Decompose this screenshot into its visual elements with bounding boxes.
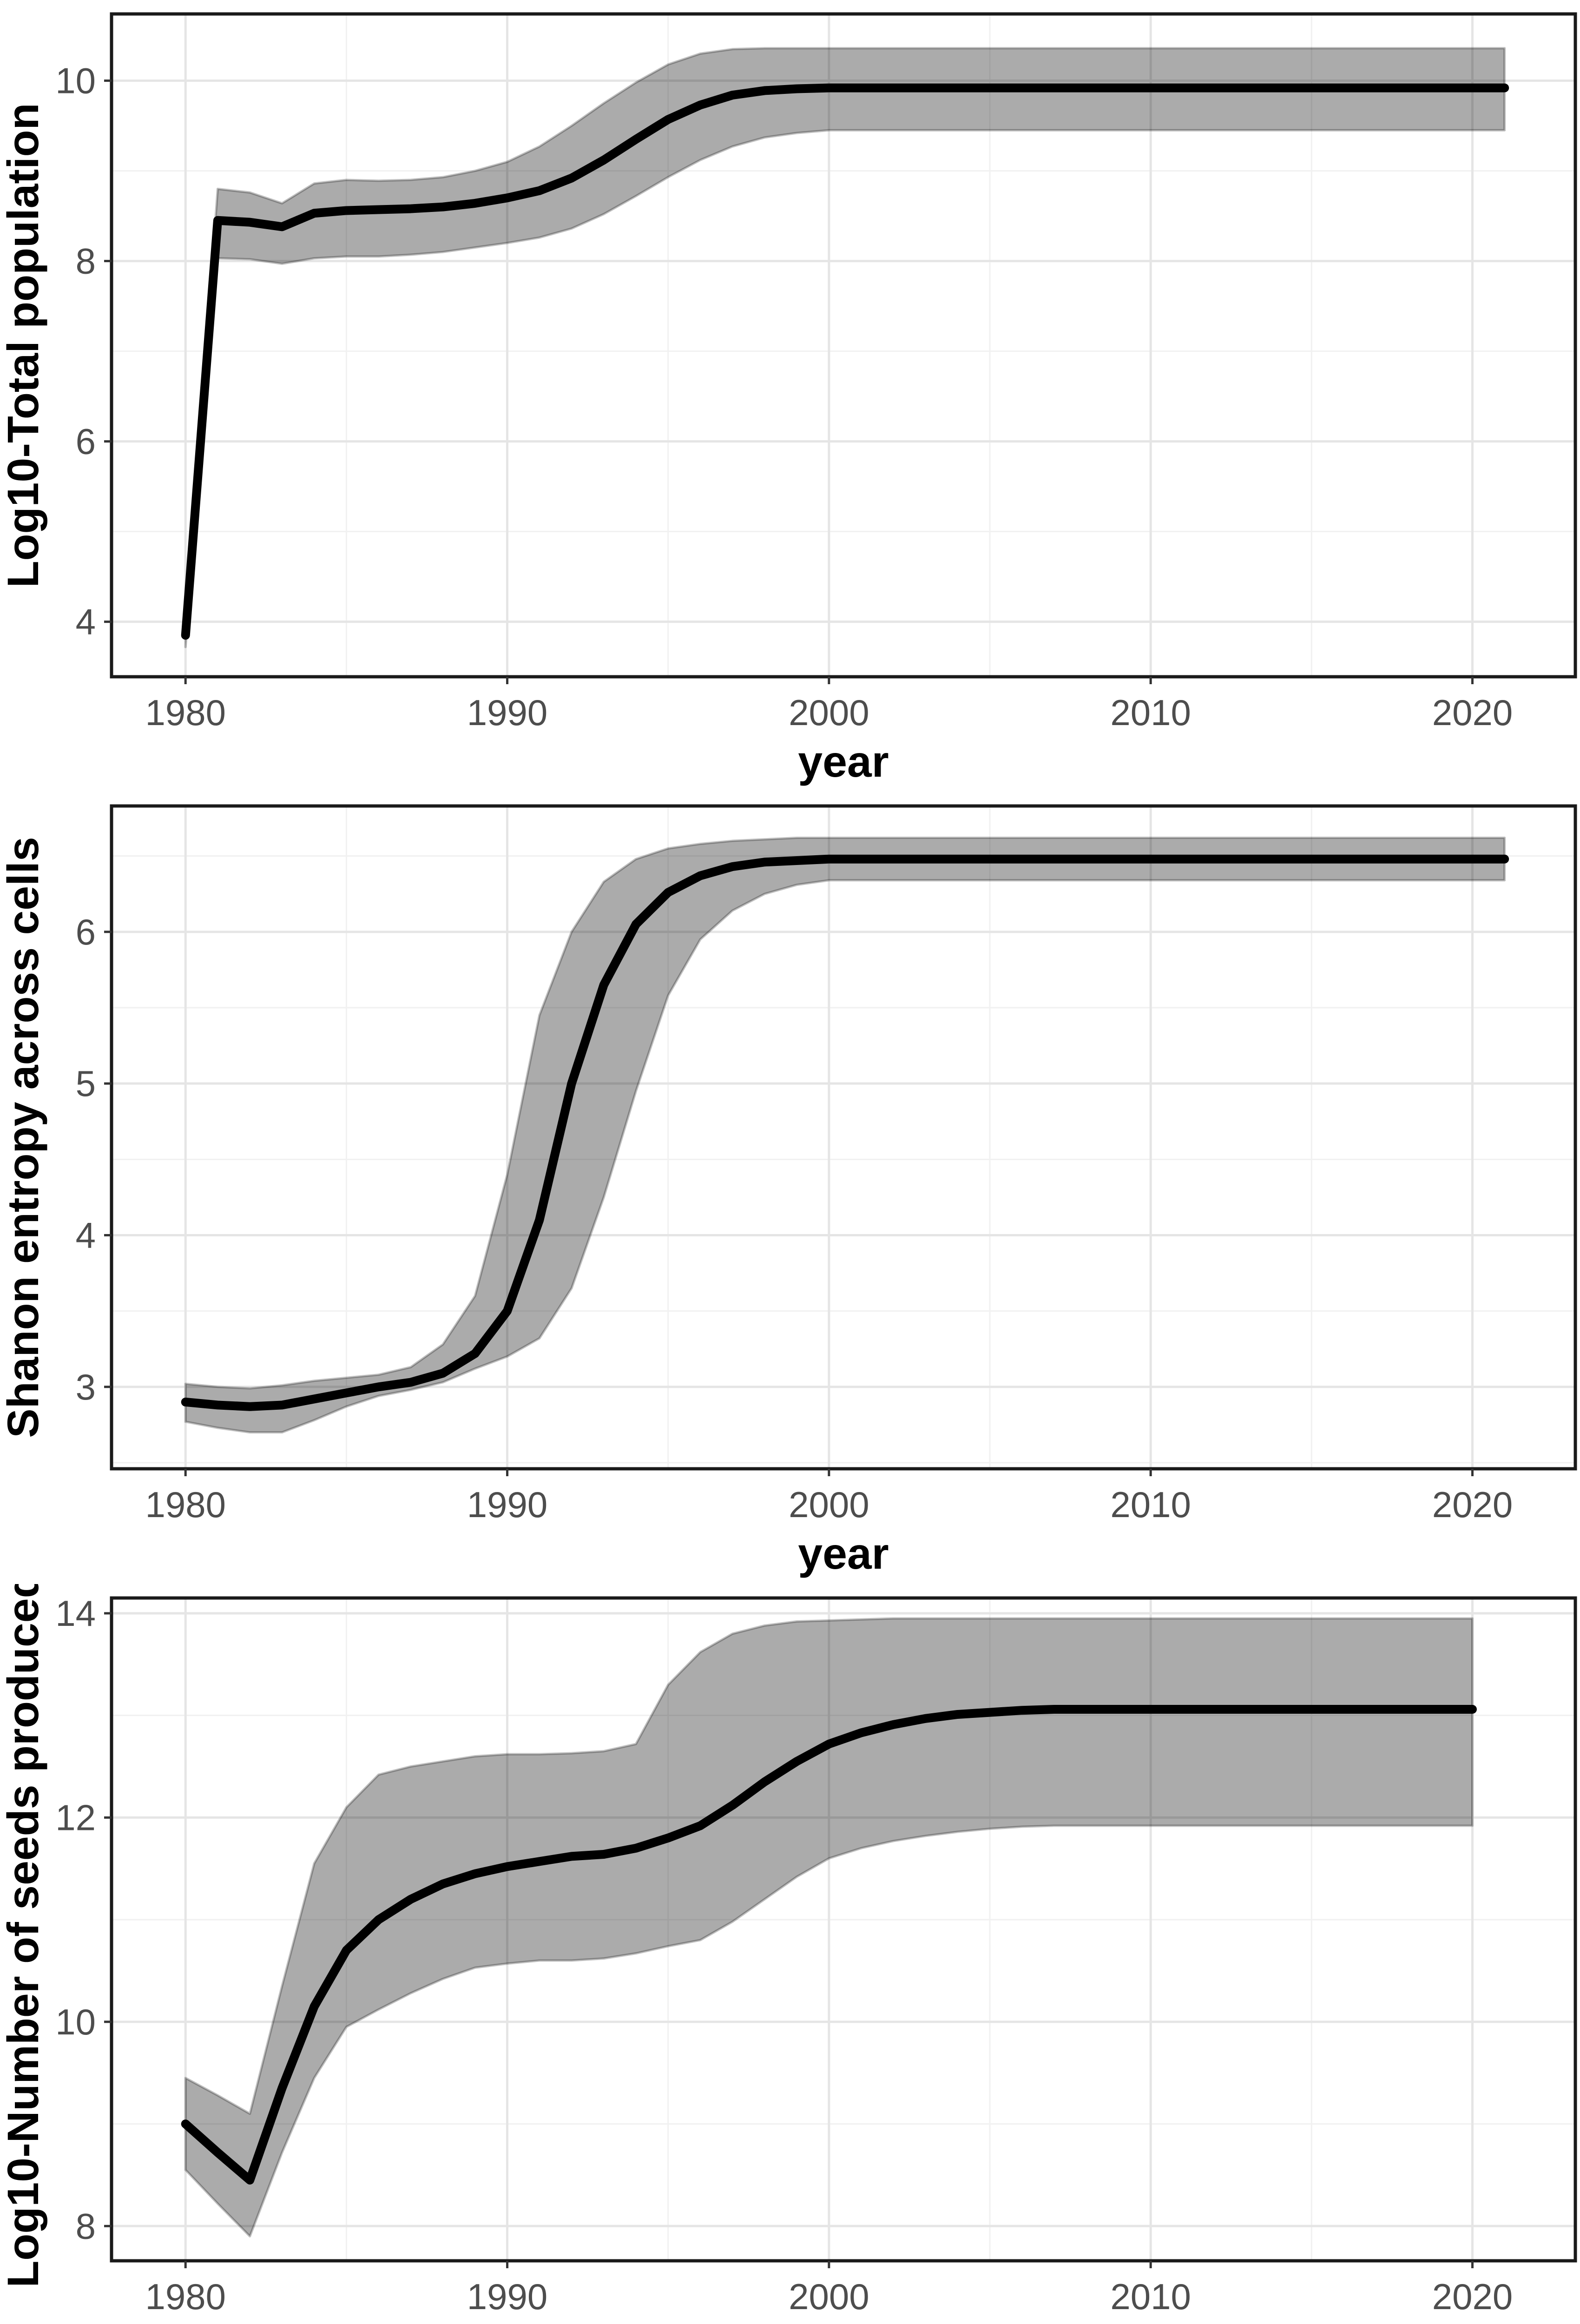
x-tick-label: 2020 — [1432, 2276, 1513, 2317]
plot-background — [112, 14, 1575, 677]
panel-seeds-produced: 1980 1990 2000 2010 2020 8 10 12 14 year Log10-Num… — [0, 1584, 1580, 2324]
median-line — [181, 83, 1509, 640]
y-tick-label: 6 — [76, 421, 96, 462]
y-axis-title: Shanon entropy across cells — [0, 837, 48, 1438]
x-axis-title: year — [798, 1529, 889, 1578]
y-tick-label: 6 — [76, 911, 96, 952]
x-tick-label: 2010 — [1110, 1484, 1191, 1525]
panel-border — [110, 1596, 1577, 2263]
confidence-ribbon — [184, 1617, 1474, 2238]
x-tick-label: 1980 — [145, 2276, 226, 2317]
y-tick-label: 3 — [76, 1367, 96, 1407]
x-tick-label: 1990 — [467, 692, 548, 733]
y-tick-label: 12 — [55, 1797, 96, 1838]
x-tick-label: 1990 — [467, 1484, 548, 1525]
total-population-chart: 1980 1990 2000 2010 2020 4 6 8 10 year Log10-Total… — [0, 12, 1577, 786]
x-tick-label: 2000 — [789, 692, 869, 733]
shannon-entropy-chart: 1980 1990 2000 2010 2020 3 4 5 6 year Shanon entro… — [0, 804, 1577, 1578]
y-tick-label: 5 — [76, 1063, 96, 1104]
y-tick-label: 4 — [76, 1215, 96, 1255]
x-tick-label: 2000 — [789, 1484, 869, 1525]
plot-background — [112, 806, 1575, 1469]
seeds-produced-chart: 1980 1990 2000 2010 2020 8 10 12 14 year Log10-Num… — [0, 1584, 1577, 2324]
x-tick-label: 2000 — [789, 2276, 869, 2317]
y-tick-label: 8 — [76, 241, 96, 282]
median-line — [181, 1704, 1477, 2185]
median-line — [181, 854, 1509, 1411]
x-tick-label: 2010 — [1110, 692, 1191, 733]
y-tick-label: 8 — [76, 2205, 96, 2246]
panel-border — [110, 804, 1577, 1471]
panel-total-population: 1980 1990 2000 2010 2020 4 6 8 10 year Log10-Total… — [0, 0, 1580, 792]
x-tick-label: 1980 — [145, 692, 226, 733]
x-tick-label: 2010 — [1110, 2276, 1191, 2317]
y-tick-label: 10 — [55, 2001, 96, 2042]
y-axis-title: Log10-Total population — [0, 103, 48, 588]
x-tick-label: 2020 — [1432, 692, 1513, 733]
x-tick-label: 1980 — [145, 1484, 226, 1525]
x-tick-label: 1990 — [467, 2276, 548, 2317]
panel-border — [110, 12, 1577, 679]
x-axis-title: year — [798, 737, 889, 786]
panel-shannon-entropy: 1980 1990 2000 2010 2020 3 4 5 6 year Shanon entro… — [0, 792, 1580, 1584]
x-tick-label: 2020 — [1432, 1484, 1513, 1525]
y-tick-label: 4 — [76, 601, 96, 642]
y-tick-label: 14 — [55, 1593, 96, 1634]
y-axis-title: Log10-Number of seeds produced — [0, 1584, 48, 2288]
y-tick-label: 10 — [55, 60, 96, 101]
x-axis-title: year — [798, 2321, 889, 2324]
